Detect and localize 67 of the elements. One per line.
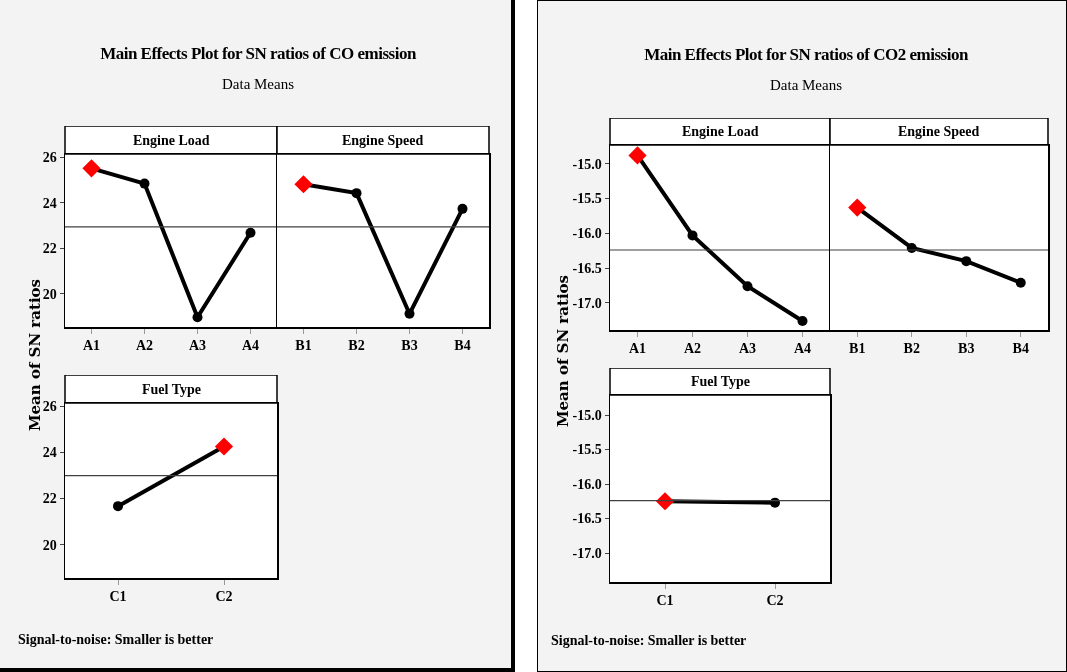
y-tick-label: 20 xyxy=(42,537,57,553)
chart-title: Fuel Type xyxy=(691,374,750,389)
point xyxy=(351,188,362,199)
y-tick-label: -15.5 xyxy=(572,442,602,458)
x-tick-label: B1 xyxy=(849,341,866,357)
point xyxy=(139,178,150,189)
point xyxy=(961,256,972,267)
point xyxy=(82,159,101,178)
x-tick-label: B3 xyxy=(958,341,975,357)
y-tick-label: 24 xyxy=(42,445,57,461)
point xyxy=(192,312,203,323)
x-tick-label: B4 xyxy=(1012,341,1029,357)
text: Mean of SN ratios xyxy=(26,278,44,432)
y-tick-label: 22 xyxy=(42,491,57,507)
y-tick-label: -16.5 xyxy=(572,511,602,527)
chart-title: Fuel Type xyxy=(142,382,201,397)
text: Data Means xyxy=(221,76,295,93)
point xyxy=(245,227,256,238)
point xyxy=(797,315,808,326)
x-tick-label: A1 xyxy=(82,338,101,354)
chart-title: Engine Speed xyxy=(342,133,424,148)
point xyxy=(457,203,468,214)
x-tick-label: B1 xyxy=(295,338,312,354)
point xyxy=(742,281,753,292)
y-tick-label: -15.0 xyxy=(572,156,602,172)
text: Main Effects Plot for SN ratios of CO2 emission xyxy=(644,45,968,65)
y-tick-label: 24 xyxy=(42,195,57,211)
x-tick-label: B3 xyxy=(401,338,418,354)
text: Signal-to-noise: Smaller is better xyxy=(551,633,747,649)
x-tick-label: A3 xyxy=(188,338,207,354)
x-tick-label: B2 xyxy=(348,338,365,354)
x-tick-label: A2 xyxy=(135,338,154,354)
text: Mean of SN ratios xyxy=(554,274,572,428)
y-tick-label: 20 xyxy=(42,286,57,302)
x-tick-label: A4 xyxy=(793,341,812,357)
x-tick-label: C2 xyxy=(766,593,784,609)
x-tick-label: B4 xyxy=(454,338,471,354)
y-tick-label: -16.0 xyxy=(572,476,602,492)
text: Main Effects Plot for SN ratios of CO emission xyxy=(100,44,416,64)
x-tick-label: A1 xyxy=(628,341,647,357)
text: Signal-to-noise: Smaller is better xyxy=(18,632,214,648)
x-tick-label: A3 xyxy=(738,341,757,357)
x-tick-label: C1 xyxy=(109,589,127,605)
point xyxy=(628,146,647,165)
y-tick-label: 26 xyxy=(42,399,57,415)
y-tick-label: 22 xyxy=(42,241,57,257)
point xyxy=(404,308,415,319)
chart-title: Engine Load xyxy=(133,133,210,148)
x-tick-label: C1 xyxy=(656,593,674,609)
y-tick-label: 26 xyxy=(42,150,57,166)
y-tick-label: -17.0 xyxy=(572,295,602,311)
text: Data Means xyxy=(769,77,843,94)
point xyxy=(687,230,698,241)
y-tick-label: -16.5 xyxy=(572,261,602,276)
x-tick-label: A2 xyxy=(683,341,702,357)
y-tick-label: -15.0 xyxy=(572,407,602,423)
y-tick-label: -17.0 xyxy=(572,545,602,561)
chart-title: Engine Speed xyxy=(898,124,980,139)
x-tick-label: B2 xyxy=(903,341,920,357)
chart-title: Engine Load xyxy=(682,124,759,139)
x-tick-label: C2 xyxy=(215,589,233,605)
point xyxy=(1015,277,1026,288)
x-tick-label: A4 xyxy=(241,338,260,354)
point xyxy=(294,175,313,194)
y-tick-label: -16.0 xyxy=(572,226,602,242)
point xyxy=(848,198,867,217)
y-tick-label: -15.5 xyxy=(572,191,602,207)
